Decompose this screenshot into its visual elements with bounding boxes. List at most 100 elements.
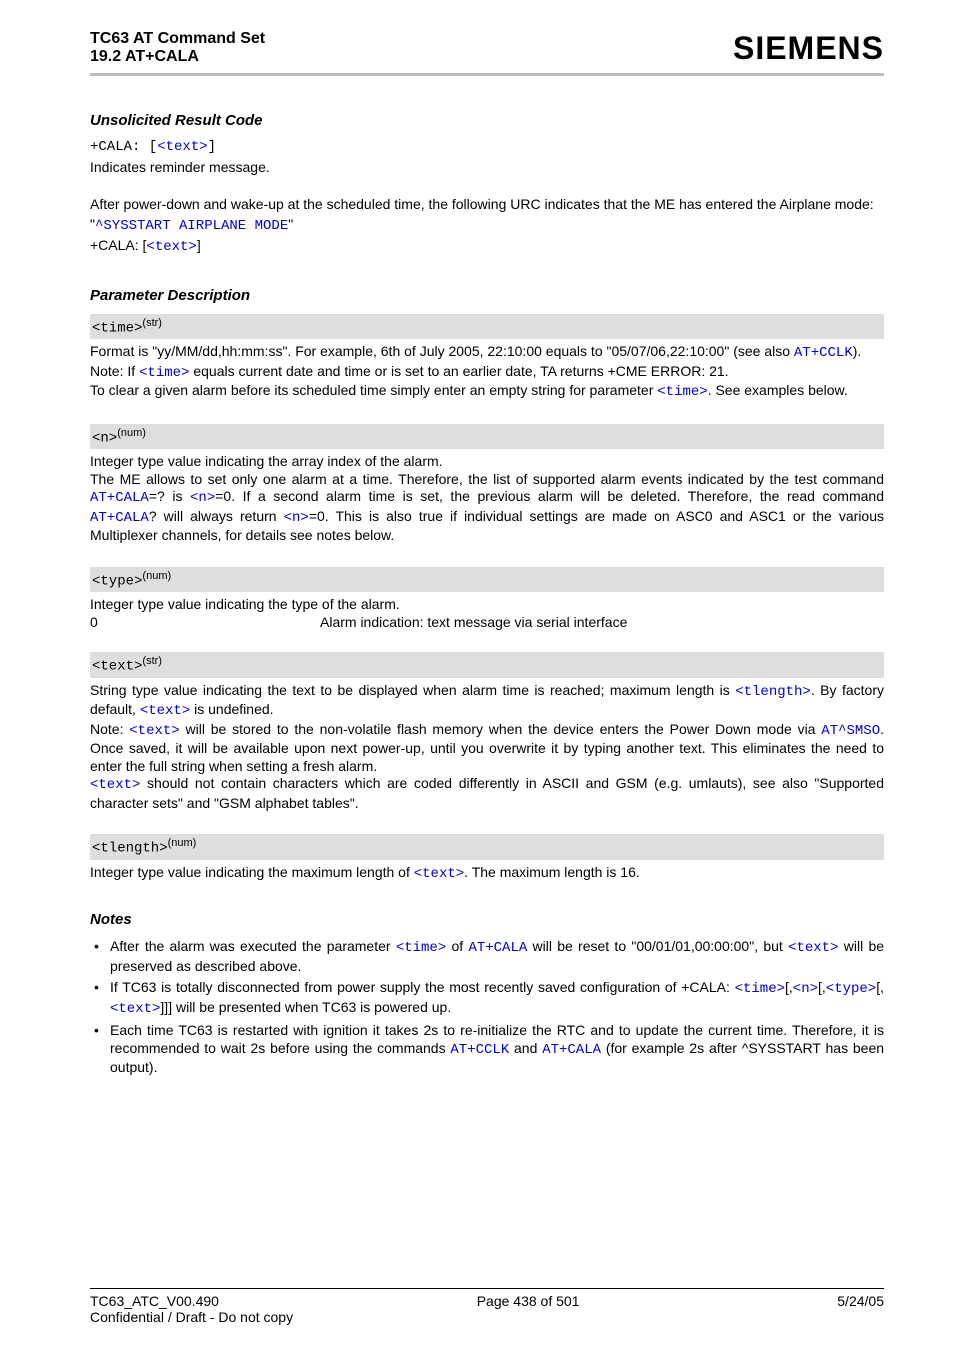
- footer-divider: [90, 1288, 884, 1289]
- section-heading-urc: Unsolicited Result Code: [90, 112, 884, 129]
- type-p1: Integer type value indicating the type o…: [90, 596, 884, 614]
- footer-right: 5/24/05: [837, 1293, 884, 1309]
- page-footer: TC63_ATC_V00.490 Page 438 of 501 5/24/05…: [90, 1288, 884, 1325]
- text-param-link-4[interactable]: <text>: [129, 723, 179, 739]
- param-box-tlength: <tlength>(num): [90, 834, 884, 860]
- text-param-link-7[interactable]: <text>: [788, 940, 838, 956]
- text-param-link-2[interactable]: <text>: [146, 239, 196, 255]
- param-box-text: <text>(str): [90, 652, 884, 678]
- urc-line4-c: ]: [197, 237, 201, 253]
- footer-center: Page 438 of 501: [477, 1293, 580, 1309]
- time-param-link-3[interactable]: <time>: [396, 940, 446, 956]
- urc-line2: Indicates reminder message.: [90, 159, 884, 177]
- time-param-link-2[interactable]: <time>: [657, 384, 707, 400]
- urc-line3-c: ": [288, 216, 293, 232]
- page-header: TC63 AT Command Set 19.2 AT+CALA SIEMENS: [90, 30, 884, 67]
- time-p1-a: Format is "yy/MM/dd,hh:mm:ss". For examp…: [90, 343, 794, 359]
- n2-i: ]]] will be presented when TC63 is power…: [160, 999, 451, 1015]
- n2-c: [,: [785, 979, 793, 995]
- note-item-2: If TC63 is totally disconnected from pow…: [90, 979, 884, 1018]
- time-p3: To clear a given alarm before its schedu…: [90, 382, 884, 402]
- doc-title: TC63 AT Command Set: [90, 30, 265, 48]
- brand-logo: SIEMENS: [733, 30, 884, 67]
- urc-line4-a: +CALA: [: [90, 237, 146, 253]
- time-p2: Note: If <time> equals current date and …: [90, 363, 884, 383]
- n-p2-a: The ME allows to set only one alarm at a…: [90, 471, 884, 487]
- footer-row: TC63_ATC_V00.490 Page 438 of 501 5/24/05: [90, 1293, 884, 1309]
- urc-line4: +CALA: [<text>]: [90, 237, 884, 257]
- n-p2-g: ? will always return: [149, 508, 284, 524]
- footer-left: TC63_ATC_V00.490: [90, 1293, 219, 1309]
- param-time-label: <time>: [92, 320, 142, 336]
- param-tlength-sup: (num): [168, 837, 197, 849]
- n-param-link-3[interactable]: <n>: [793, 981, 818, 997]
- type-value-key: 0: [90, 614, 320, 630]
- text-p1-a: String type value indicating the text to…: [90, 682, 735, 698]
- time-p2-c: equals current date and time or is set t…: [189, 363, 728, 379]
- n1-e: will be reset to "00/01/01,00:00:00", bu…: [527, 938, 788, 954]
- sysstart-link[interactable]: ^SYSSTART AIRPLANE MODE: [95, 218, 288, 234]
- footer-sub: Confidential / Draft - Do not copy: [90, 1309, 884, 1325]
- text-p3: <text> should not contain characters whi…: [90, 775, 884, 812]
- header-divider: [90, 73, 884, 76]
- text-p2-c: will be stored to the non-volatile flash…: [180, 721, 822, 737]
- n2-e: [,: [818, 979, 826, 995]
- at-cclk-link[interactable]: AT+CCLK: [794, 345, 853, 361]
- tlength-p1-c: . The maximum length is 16.: [464, 864, 640, 880]
- header-left: TC63 AT Command Set 19.2 AT+CALA: [90, 30, 265, 66]
- param-box-type: <type>(num): [90, 567, 884, 593]
- param-text-sup: (str): [142, 655, 162, 667]
- text-p2: Note: <text> will be stored to the non-v…: [90, 721, 884, 776]
- param-n-sup: (num): [117, 427, 146, 439]
- time-param-link-4[interactable]: <time>: [735, 981, 785, 997]
- text-param-link-5[interactable]: <text>: [90, 777, 140, 793]
- note-item-1: After the alarm was executed the paramet…: [90, 938, 884, 975]
- text-param-link-8[interactable]: <text>: [110, 1001, 160, 1017]
- tlength-param-link[interactable]: <tlength>: [735, 684, 811, 700]
- tlength-p1: Integer type value indicating the maximu…: [90, 864, 884, 884]
- doc-subtitle: 19.2 AT+CALA: [90, 48, 265, 66]
- time-p2-a: Note: If: [90, 363, 139, 379]
- tlength-p1-a: Integer type value indicating the maximu…: [90, 864, 414, 880]
- param-n-label: <n>: [92, 430, 117, 446]
- at-smso-link[interactable]: AT^SMSO: [821, 723, 880, 739]
- text-param-link[interactable]: <text>: [157, 139, 207, 155]
- section-heading-notes: Notes: [90, 911, 884, 928]
- n-p2-c: =? is: [149, 488, 190, 504]
- n-param-link[interactable]: <n>: [190, 490, 215, 506]
- time-p1-c: ).: [853, 343, 862, 359]
- param-time-sup: (str): [142, 317, 162, 329]
- time-param-link[interactable]: <time>: [139, 365, 189, 381]
- time-p1: Format is "yy/MM/dd,hh:mm:ss". For examp…: [90, 343, 884, 363]
- type-value-row: 0 Alarm indication: text message via ser…: [90, 614, 884, 630]
- text-param-link-3[interactable]: <text>: [140, 703, 190, 719]
- note-item-3: Each time TC63 is restarted with ignitio…: [90, 1022, 884, 1077]
- n-p1: Integer type value indicating the array …: [90, 453, 884, 471]
- at-cala-link-3[interactable]: AT+CALA: [468, 940, 527, 956]
- n-param-link-2[interactable]: <n>: [284, 510, 309, 526]
- n1-c: of: [446, 938, 468, 954]
- n-p2-e: =0. If a second alarm time is set, the p…: [215, 488, 884, 504]
- n3-c: and: [509, 1040, 542, 1056]
- section-heading-param: Parameter Description: [90, 287, 884, 304]
- notes-list: After the alarm was executed the paramet…: [90, 938, 884, 1077]
- at-cala-link[interactable]: AT+CALA: [90, 490, 149, 506]
- n2-g: [,: [876, 979, 884, 995]
- n1-a: After the alarm was executed the paramet…: [110, 938, 396, 954]
- param-type-sup: (num): [142, 570, 171, 582]
- urc-line3: "^SYSSTART AIRPLANE MODE": [90, 216, 884, 236]
- urc-para1: After power-down and wake-up at the sche…: [90, 196, 884, 214]
- text-p3-b: should not contain characters which are …: [90, 775, 884, 811]
- at-cala-link-4[interactable]: AT+CALA: [542, 1042, 601, 1058]
- time-p3-c: . See examples below.: [708, 382, 848, 398]
- n2-a: If TC63 is totally disconnected from pow…: [110, 979, 735, 995]
- param-box-time: <time>(str): [90, 314, 884, 340]
- at-cclk-link-2[interactable]: AT+CCLK: [450, 1042, 509, 1058]
- param-box-n: <n>(num): [90, 424, 884, 450]
- type-param-link[interactable]: <type>: [826, 981, 876, 997]
- text-p1: String type value indicating the text to…: [90, 682, 884, 721]
- text-param-link-6[interactable]: <text>: [414, 866, 464, 882]
- n-p2: The ME allows to set only one alarm at a…: [90, 471, 884, 545]
- param-text-label: <text>: [92, 659, 142, 675]
- at-cala-link-2[interactable]: AT+CALA: [90, 510, 149, 526]
